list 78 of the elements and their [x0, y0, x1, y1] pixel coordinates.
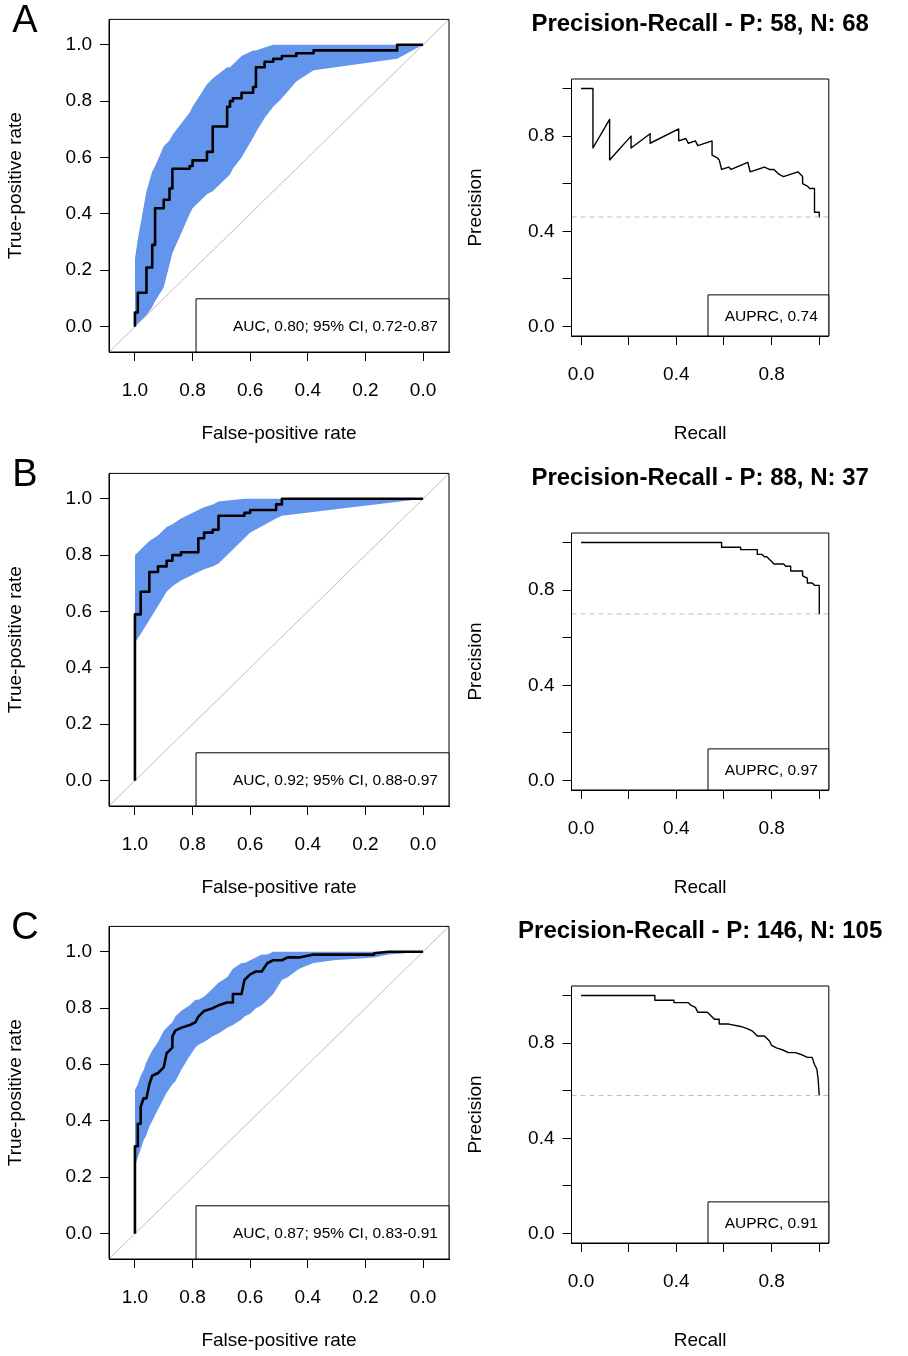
- y-tick-label: 0.2: [65, 1165, 92, 1187]
- x-tick-label: 0.8: [758, 362, 785, 384]
- x-tick-label: 0.4: [294, 1285, 322, 1307]
- x-tick-label: 0.8: [179, 378, 206, 400]
- x-tick-label: 0.8: [179, 832, 206, 854]
- chart-title: A: [12, 0, 39, 41]
- y-tick-label: 0.0: [528, 768, 555, 790]
- x-axis-title: False-positive rate: [201, 421, 357, 443]
- chart-title: Precision-Recall - P: 146, N: 105: [518, 915, 883, 943]
- x-axis-title: Recall: [673, 875, 727, 897]
- y-tick-label: 0.8: [528, 578, 555, 600]
- x-tick-label: 0.0: [409, 832, 437, 854]
- chart-title: Precision-Recall - P: 58, N: 68: [531, 8, 869, 36]
- x-tick-label: 0.4: [294, 378, 322, 400]
- y-tick-label: 0.8: [65, 89, 92, 111]
- x-tick-label: 0.6: [236, 832, 264, 854]
- y-axis-title: True-positive rate: [3, 1019, 25, 1167]
- y-tick-label: 0.2: [65, 258, 92, 280]
- x-tick-label: 0.6: [236, 1285, 264, 1307]
- y-tick-label: 0.4: [528, 219, 555, 241]
- x-axis-title: False-positive rate: [201, 1328, 357, 1350]
- y-tick-label: 0.4: [65, 656, 93, 678]
- y-tick-label: 0.2: [65, 712, 92, 734]
- y-tick-label: 0.0: [528, 314, 555, 336]
- chart-title: B: [12, 452, 38, 495]
- annotation: AUC, 0.87; 95% CI, 0.83-0.91: [232, 1223, 438, 1241]
- y-tick-label: 0.0: [65, 314, 92, 336]
- y-tick-label: 0.4: [528, 673, 555, 695]
- x-tick-label: 0.2: [352, 378, 379, 400]
- x-tick-label: 0.8: [758, 816, 785, 838]
- x-tick-label: 0.2: [352, 832, 379, 854]
- y-tick-label: 0.4: [65, 1109, 93, 1131]
- y-tick-label: 0.8: [65, 543, 92, 565]
- y-tick-label: 0.4: [528, 1126, 555, 1148]
- x-tick-label: 0.4: [663, 816, 690, 838]
- x-tick-label: 0.0: [567, 1269, 595, 1291]
- x-tick-label: 0.0: [567, 362, 595, 384]
- y-axis-title: Precision: [463, 622, 485, 701]
- x-axis-title: Recall: [673, 421, 727, 443]
- y-tick-label: 0.0: [65, 768, 92, 790]
- annotation: AUC, 0.80; 95% CI, 0.72-0.87: [232, 316, 438, 334]
- y-tick-label: 0.6: [65, 1052, 92, 1074]
- annotation: AUC, 0.92; 95% CI, 0.88-0.97: [232, 770, 438, 788]
- y-axis-title: True-positive rate: [3, 112, 25, 260]
- y-axis-title: True-positive rate: [3, 566, 25, 714]
- x-axis-title: False-positive rate: [201, 875, 357, 897]
- y-tick-label: 0.8: [65, 996, 92, 1018]
- x-tick-label: 0.2: [352, 1285, 379, 1307]
- x-tick-label: 0.4: [663, 1269, 690, 1291]
- x-tick-label: 1.0: [121, 832, 149, 854]
- x-tick-label: 0.0: [567, 816, 595, 838]
- x-tick-label: 0.0: [409, 1285, 437, 1307]
- x-tick-label: 0.8: [179, 1285, 206, 1307]
- y-tick-label: 0.8: [528, 1031, 555, 1053]
- annotation: AUPRC, 0.91: [724, 1213, 818, 1231]
- x-tick-label: 0.6: [236, 378, 264, 400]
- y-tick-label: 0.6: [65, 599, 92, 621]
- x-tick-label: 1.0: [121, 378, 149, 400]
- x-tick-label: 0.4: [663, 362, 690, 384]
- y-tick-label: 1.0: [65, 940, 92, 961]
- y-axis-title: Precision: [463, 168, 485, 247]
- x-tick-label: 0.0: [409, 378, 437, 400]
- y-tick-label: 1.0: [65, 33, 92, 54]
- y-tick-label: 1.0: [65, 487, 92, 508]
- x-axis-title: Recall: [673, 1328, 727, 1350]
- annotation: AUPRC, 0.97: [724, 760, 818, 778]
- y-tick-label: 0.6: [65, 145, 92, 167]
- x-tick-label: 0.8: [758, 1269, 785, 1291]
- x-tick-label: 1.0: [121, 1285, 149, 1307]
- y-tick-label: 0.8: [528, 124, 555, 146]
- x-tick-label: 0.4: [294, 832, 322, 854]
- chart-title: Precision-Recall - P: 88, N: 37: [531, 462, 869, 490]
- chart-title: C: [11, 905, 39, 948]
- y-tick-label: 0.4: [65, 202, 93, 224]
- y-axis-title: Precision: [463, 1075, 485, 1154]
- annotation: AUPRC, 0.74: [724, 306, 819, 324]
- y-tick-label: 0.0: [65, 1221, 92, 1243]
- y-tick-label: 0.0: [528, 1221, 555, 1243]
